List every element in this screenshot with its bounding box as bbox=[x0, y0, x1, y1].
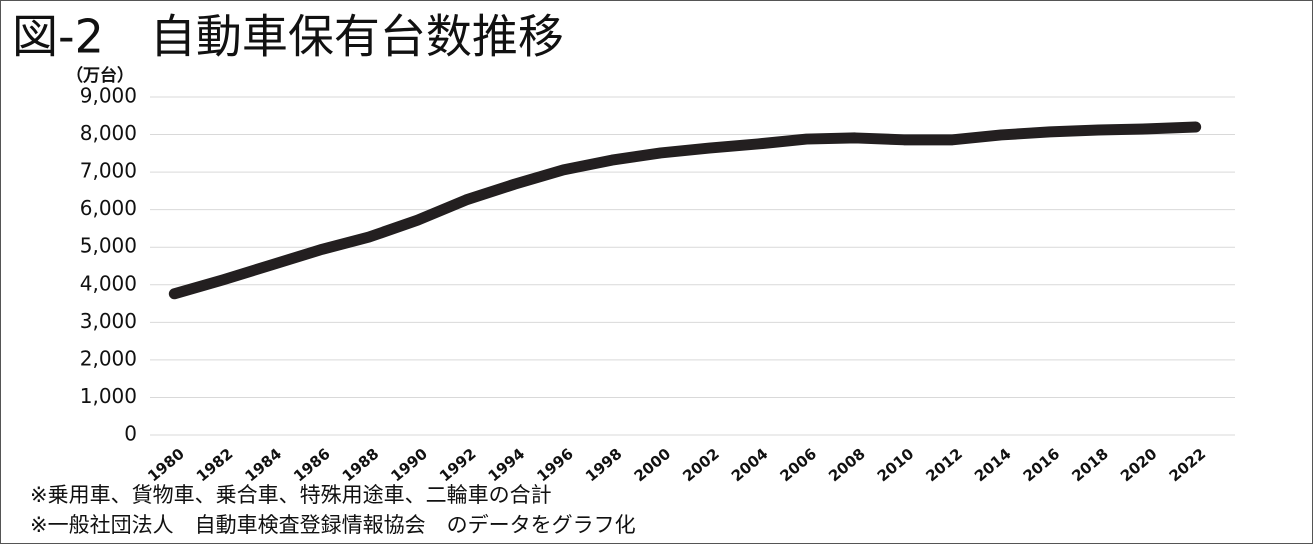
x-tick-label: 2010 bbox=[874, 445, 918, 486]
x-tick-label: 2020 bbox=[1117, 445, 1161, 486]
y-tick-label: 8,000 bbox=[80, 121, 137, 145]
x-tick-label: 1980 bbox=[144, 445, 188, 486]
x-tick-label: 2004 bbox=[728, 445, 772, 486]
y-tick-label: 4,000 bbox=[80, 271, 137, 295]
y-tick-label: 3,000 bbox=[80, 309, 137, 333]
x-tick-label: 2008 bbox=[825, 445, 869, 486]
x-tick-label: 1998 bbox=[582, 445, 626, 486]
y-tick-label: 1,000 bbox=[80, 384, 137, 408]
y-tick-label: 7,000 bbox=[80, 159, 137, 183]
x-tick-label: 2022 bbox=[1166, 445, 1210, 486]
x-tick-label: 2018 bbox=[1068, 445, 1112, 486]
y-tick-label: 9,000 bbox=[80, 84, 137, 108]
x-tick-label: 1994 bbox=[485, 445, 529, 486]
note: ※一般社団法人 自動車検査登録情報協会 のデータをグラフ化 bbox=[30, 513, 636, 537]
x-tick-label: 2000 bbox=[631, 445, 675, 486]
chart-title: 図-2 自動車保有台数推移 bbox=[12, 10, 564, 64]
x-tick-label: 2006 bbox=[777, 445, 821, 486]
x-tick-label: 1982 bbox=[193, 445, 237, 486]
x-tick-label: 1992 bbox=[436, 445, 480, 486]
y-tick-label: 0 bbox=[124, 422, 137, 446]
y-tick-label: 5,000 bbox=[80, 234, 137, 258]
x-tick-label: 2014 bbox=[971, 445, 1015, 486]
x-tick-label: 2002 bbox=[679, 445, 723, 486]
x-tick-label: 1990 bbox=[387, 445, 431, 486]
x-tick-label: 1984 bbox=[242, 445, 286, 486]
x-tick-label: 1988 bbox=[339, 445, 383, 486]
y-tick-label: 2,000 bbox=[80, 346, 137, 370]
y-axis-label: （万台） bbox=[66, 65, 134, 86]
note: ※乗用車、貨物車、乗合車、特殊用途車、二輪車の合計 bbox=[30, 483, 552, 507]
x-tick-label: 2012 bbox=[922, 445, 966, 486]
x-tick-label: 2016 bbox=[1020, 445, 1064, 486]
line-series bbox=[168, 121, 1202, 300]
x-tick-label: 1996 bbox=[533, 445, 577, 486]
y-tick-label: 6,000 bbox=[80, 196, 137, 220]
x-tick-label: 1986 bbox=[290, 445, 334, 486]
